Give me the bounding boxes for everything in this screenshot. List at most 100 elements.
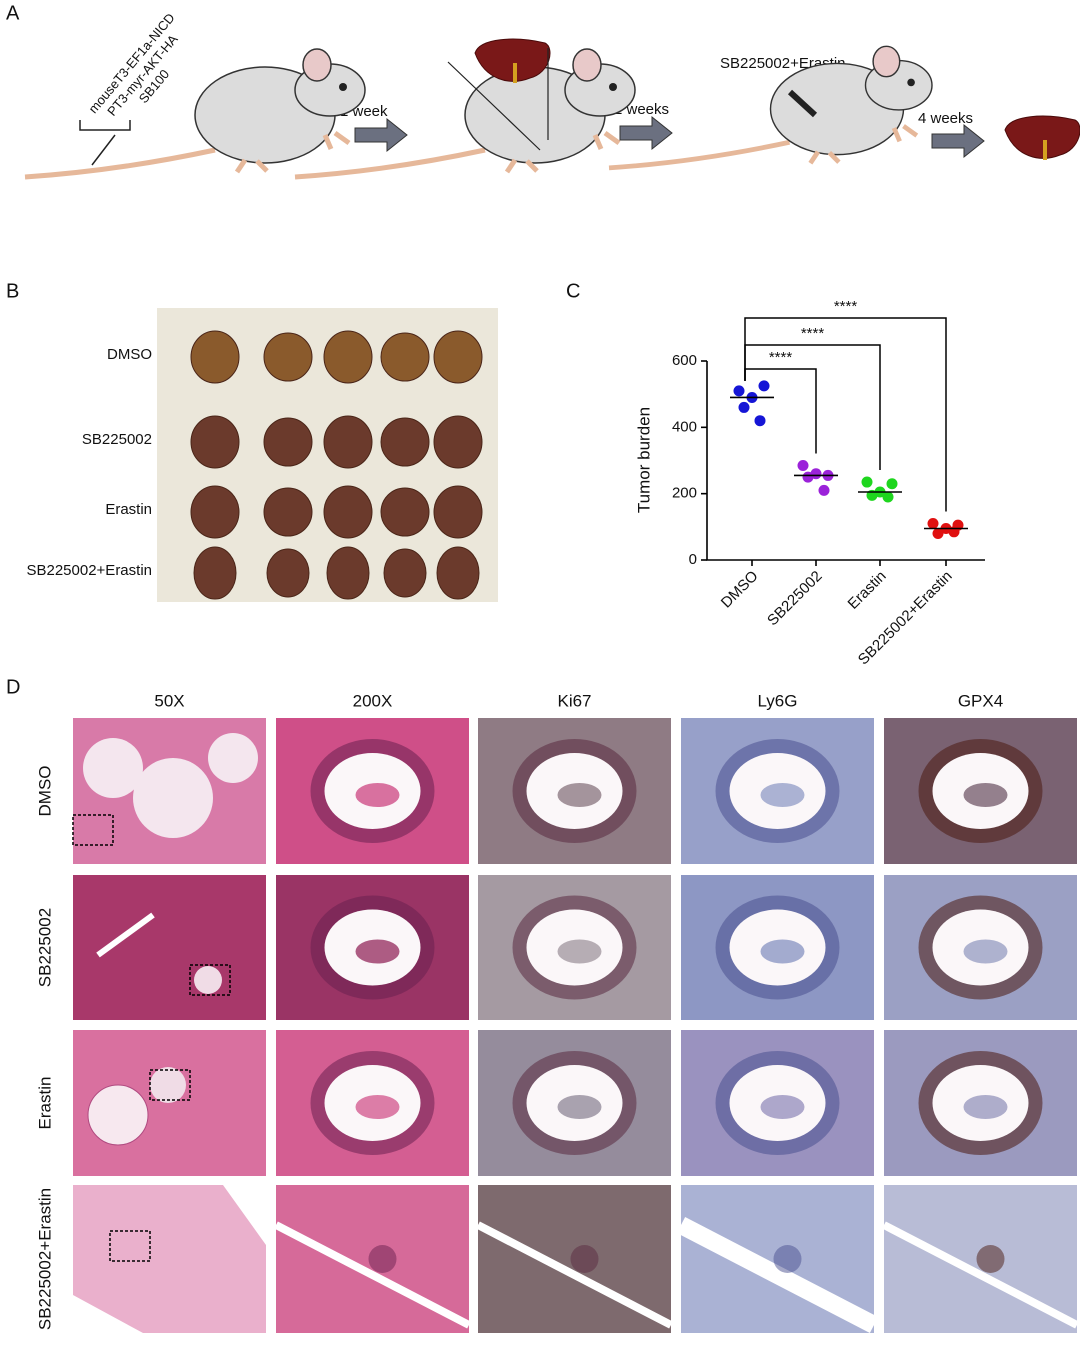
liver-sample bbox=[263, 487, 313, 537]
tumor bbox=[150, 1067, 186, 1103]
injection-label: mouseT3-EF1a-NICD bbox=[85, 10, 177, 116]
tumor-stroma bbox=[355, 783, 400, 807]
gallbladder bbox=[1043, 140, 1047, 160]
row-label: SB225002 bbox=[35, 908, 54, 987]
eye bbox=[907, 78, 915, 87]
liver-sample bbox=[323, 485, 373, 539]
data-point bbox=[738, 401, 750, 413]
tumor bbox=[208, 733, 258, 783]
liver-sample bbox=[263, 332, 313, 382]
ear bbox=[302, 48, 332, 82]
data-point bbox=[882, 491, 894, 503]
vessel bbox=[87, 1084, 149, 1146]
gallbladder bbox=[513, 63, 517, 83]
tissue-tear bbox=[476, 1221, 673, 1329]
liver-sample bbox=[190, 415, 240, 469]
edge bbox=[73, 1185, 266, 1333]
column-header: Ki67 bbox=[557, 691, 591, 710]
tumor-stroma bbox=[355, 1095, 400, 1119]
row-label: SB225002 bbox=[82, 431, 152, 448]
vessel bbox=[96, 912, 155, 958]
arrow bbox=[619, 115, 673, 151]
step-label: 4 weeks bbox=[918, 110, 973, 127]
liver-sample bbox=[433, 415, 483, 469]
feet bbox=[234, 130, 351, 174]
liver-sample bbox=[323, 415, 373, 469]
row-label: DMSO bbox=[107, 346, 152, 363]
zoom-box bbox=[149, 1069, 191, 1101]
tail bbox=[294, 147, 486, 180]
liver-sample bbox=[436, 546, 480, 600]
liver bbox=[1004, 115, 1080, 159]
column-header: 50X bbox=[154, 691, 184, 710]
panel-label: C bbox=[566, 280, 580, 302]
row-label: SB225002+Erastin bbox=[35, 1188, 54, 1330]
y-tick-label: 200 bbox=[672, 485, 697, 502]
tumor bbox=[194, 966, 222, 994]
data-point bbox=[886, 478, 898, 490]
tumor-stroma bbox=[557, 939, 602, 964]
significance-label: **** bbox=[834, 298, 858, 315]
ear bbox=[572, 48, 602, 82]
injection-labels: mouseT3-EF1a-NICD PT3-myr-AKT-HA SB100 bbox=[85, 10, 180, 119]
cut-lines bbox=[447, 48, 549, 151]
data-point bbox=[927, 518, 939, 530]
histology-tile bbox=[73, 875, 266, 1020]
data-point bbox=[758, 380, 770, 392]
tumor-stroma bbox=[760, 783, 805, 807]
y-tick-label: 400 bbox=[672, 418, 697, 435]
tissue-tear bbox=[274, 1221, 471, 1329]
data-point bbox=[754, 415, 766, 427]
data-point bbox=[733, 385, 745, 397]
x-tick-label: Erastin bbox=[845, 568, 890, 613]
eye bbox=[609, 83, 617, 91]
focus bbox=[773, 1245, 802, 1273]
row-label: SB225002+Erastin bbox=[26, 562, 152, 579]
significance-bracket bbox=[744, 317, 947, 512]
focus bbox=[570, 1245, 599, 1273]
liver-sample bbox=[263, 417, 313, 467]
y-tick-label: 0 bbox=[689, 551, 697, 568]
significance-label: **** bbox=[801, 325, 825, 342]
tissue-tear bbox=[882, 1221, 1079, 1329]
eye bbox=[339, 83, 347, 91]
data-point bbox=[932, 527, 944, 539]
tumor-stroma bbox=[355, 939, 400, 964]
liver-sample bbox=[323, 330, 373, 384]
panel-label: A bbox=[6, 2, 20, 24]
liver-sample bbox=[193, 546, 237, 600]
column-header: 200X bbox=[353, 691, 393, 710]
zoom-box bbox=[189, 964, 231, 996]
data-point bbox=[802, 471, 814, 483]
tissue-tear bbox=[676, 1217, 879, 1333]
tumor bbox=[83, 738, 143, 798]
liver-sample bbox=[190, 485, 240, 539]
liver-sample bbox=[326, 546, 370, 600]
row-label: Erastin bbox=[105, 501, 152, 518]
row-label: DMSO bbox=[35, 766, 54, 817]
mouse bbox=[294, 48, 636, 180]
tumor-stroma bbox=[760, 939, 805, 964]
focus bbox=[368, 1245, 397, 1273]
feet bbox=[504, 130, 621, 174]
liver-sample bbox=[380, 487, 430, 537]
tail bbox=[24, 147, 216, 180]
tumor-stroma bbox=[963, 783, 1008, 807]
tail bbox=[608, 139, 790, 171]
row-label: Erastin bbox=[35, 1077, 54, 1130]
mouse bbox=[608, 45, 933, 171]
tumor-stroma bbox=[963, 939, 1008, 964]
x-tick-label: SB225002 bbox=[764, 568, 826, 630]
tumor-stroma bbox=[760, 1095, 805, 1119]
liver-sample bbox=[383, 548, 427, 598]
significance-label: **** bbox=[769, 349, 793, 366]
significance-bracket bbox=[744, 368, 817, 454]
liver-sample bbox=[433, 330, 483, 384]
tumor-stroma bbox=[557, 1095, 602, 1119]
tumor-stroma bbox=[963, 1095, 1008, 1119]
y-tick-label: 600 bbox=[672, 352, 697, 369]
mouse bbox=[24, 48, 366, 180]
panel-label: B bbox=[6, 280, 19, 302]
panel-label: D bbox=[6, 676, 20, 698]
